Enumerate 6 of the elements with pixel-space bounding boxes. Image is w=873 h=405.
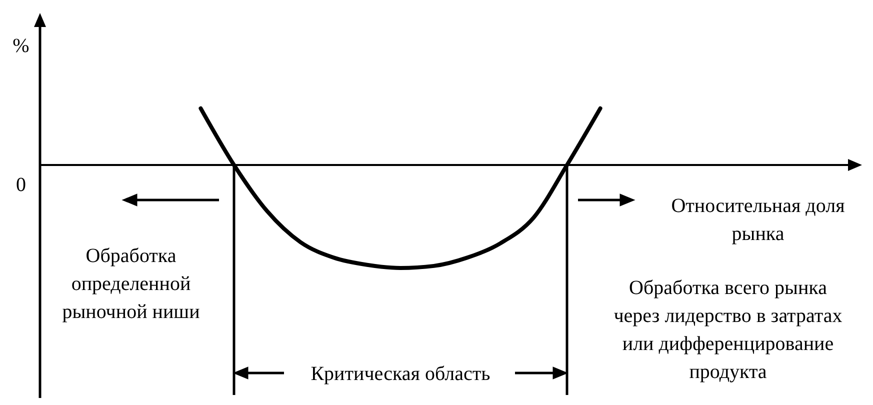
text: %: [12, 35, 30, 57]
text: 0: [16, 174, 26, 196]
text: Обработка всего рынка через лидерство в затратах или дифференцирование продукта: [614, 277, 842, 383]
text: Критическая область: [310, 363, 490, 385]
annotation: Обработка определенной рыночной ниши: [62, 245, 200, 323]
x-axis-title: Относительная доля рынка: [671, 195, 845, 245]
